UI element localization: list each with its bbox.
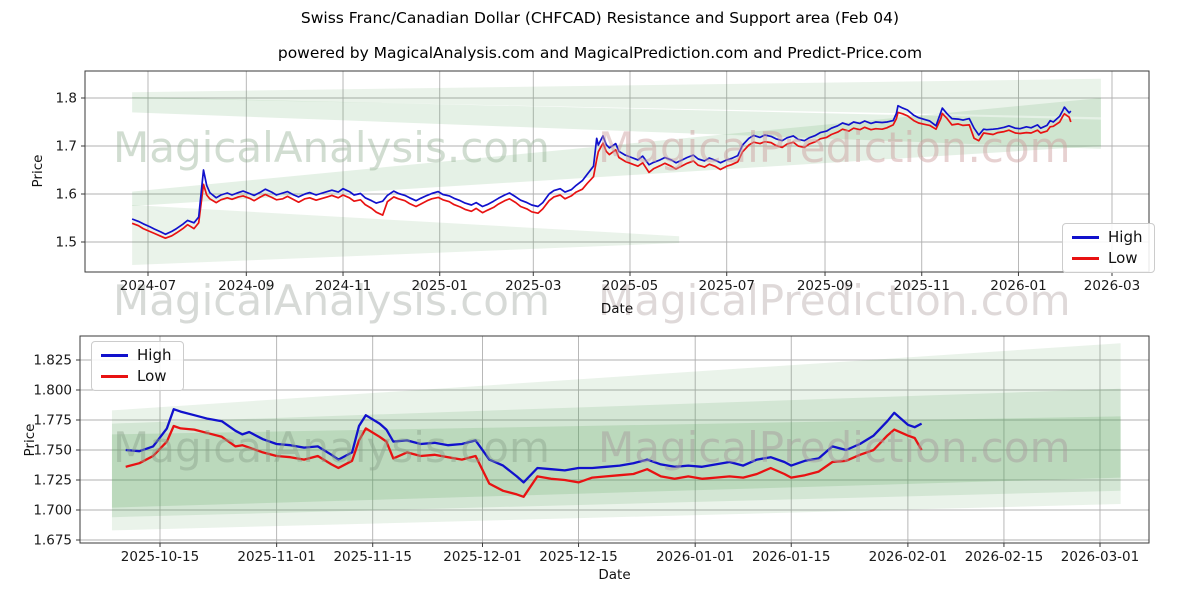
legend-label-low: Low: [1108, 249, 1138, 267]
plot-border: [84, 70, 1150, 273]
x-tick-label: 2024-07: [120, 278, 176, 294]
x-tick-label: 2025-09: [797, 278, 853, 294]
low-line-swatch: [101, 375, 128, 378]
y-tick-label: 1.800: [33, 383, 72, 399]
legend-item-high: High: [101, 348, 171, 363]
top-legend: High Low: [1062, 223, 1156, 273]
x-tick-label: 2025-12-01: [443, 549, 521, 565]
x-tick-label: 2026-02-01: [869, 549, 947, 565]
high-line-swatch: [1072, 236, 1099, 239]
x-tick-label: 2025-10-15: [121, 549, 199, 565]
support-resistance-band: [111, 388, 1121, 518]
plot-border: [79, 335, 1150, 544]
y-tick-label: 1.775: [33, 413, 72, 429]
page-title: Swiss Franc/Canadian Dollar (CHFCAD) Res…: [300, 9, 900, 27]
support-resistance-band: [111, 343, 1121, 531]
legend-label-high: High: [137, 346, 172, 364]
axis-watermark: MagicalAnalysis.com: [113, 276, 550, 325]
page-subtitle: powered by MagicalAnalysis.com and Magic…: [277, 44, 923, 62]
top-price-chart: 2024-07 2024-09 2024-11 2025-01 2025-03 2025-…: [56, 70, 1150, 294]
y-tick-label: 1.7: [56, 139, 77, 155]
top-xlabel: Date: [600, 301, 634, 317]
low-series-line: [131, 111, 1072, 240]
legend-item-low: Low: [101, 369, 171, 384]
x-tick-label: 2026-01-01: [656, 549, 734, 565]
top-watermark: MagicalPrediction.com: [598, 123, 1071, 172]
top-ylabel: Price: [30, 154, 46, 188]
legend-item-low: Low: [1072, 251, 1142, 266]
x-tick-label: 2026-03: [1084, 278, 1140, 294]
x-tick-label: 2025-07: [699, 278, 755, 294]
low-line-swatch: [1072, 257, 1099, 260]
y-tick-label: 1.5: [56, 235, 77, 251]
bottom-ylabel: Price: [22, 423, 38, 457]
x-tick-label: 2025-05: [602, 278, 658, 294]
y-tick-label: 1.750: [33, 443, 72, 459]
y-tick-label: 1.6: [56, 187, 77, 203]
y-tick-label: 1.725: [33, 473, 72, 489]
support-resistance-band: [132, 205, 680, 266]
high-line-swatch: [101, 354, 128, 357]
y-tick-label: 1.700: [33, 503, 72, 519]
legend-label-low: Low: [137, 367, 167, 385]
x-tick-label: 2026-01-15: [752, 549, 830, 565]
x-tick-label: 2025-01: [412, 278, 468, 294]
x-tick-label: 2026-02-15: [965, 549, 1043, 565]
x-tick-label: 2025-12-15: [539, 549, 617, 565]
top-watermark: MagicalAnalysis.com: [113, 123, 550, 172]
legend-item-high: High: [1072, 230, 1142, 245]
y-tick-label: 1.8: [56, 91, 77, 107]
bottom-watermark: MagicalAnalysis.com: [113, 423, 550, 472]
low-series-line: [125, 424, 923, 498]
x-tick-label: 2024-09: [218, 278, 274, 294]
x-tick-label: 2026-03-01: [1061, 549, 1139, 565]
y-tick-label: 1.825: [33, 353, 72, 369]
axis-watermark: MagicalPrediction.com: [598, 276, 1071, 325]
x-tick-label: 2025-03: [505, 278, 561, 294]
x-tick-label: 2025-11-15: [333, 549, 411, 565]
legend-label-high: High: [1108, 228, 1143, 246]
support-resistance-band: [132, 78, 1101, 118]
y-tick-label: 1.675: [33, 533, 72, 549]
bottom-watermark: MagicalPrediction.com: [598, 423, 1071, 472]
bottom-price-chart: 2025-10-15 2025-11-01 2025-11-15 2025-12-01…: [33, 335, 1150, 565]
x-tick-label: 2024-11: [315, 278, 371, 294]
high-series-line: [131, 104, 1072, 236]
bottom-legend: High Low: [91, 341, 185, 391]
x-tick-label: 2026-01: [990, 278, 1046, 294]
x-tick-label: 2025-11-01: [237, 549, 315, 565]
high-series-line: [125, 408, 923, 484]
x-tick-label: 2025-11: [894, 278, 950, 294]
bottom-xlabel: Date: [598, 567, 631, 583]
support-resistance-band: [132, 97, 1101, 149]
